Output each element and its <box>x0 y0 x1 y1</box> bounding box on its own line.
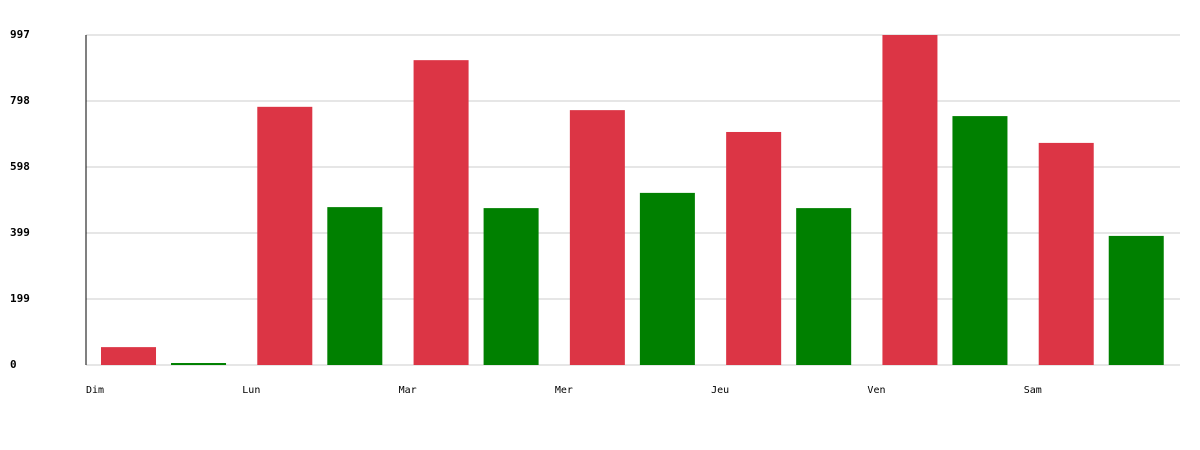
x-tick-label: Lun <box>242 385 260 396</box>
bar <box>171 363 227 365</box>
bar <box>882 35 938 365</box>
y-tick-label: 798 <box>10 94 30 107</box>
y-tick-label: 598 <box>10 160 30 173</box>
x-tick-label: Mar <box>399 385 417 396</box>
bar <box>952 116 1008 365</box>
y-tick-label: 997 <box>10 28 30 41</box>
bar <box>1038 142 1094 365</box>
x-tick-label: Jeu <box>711 385 729 396</box>
bar <box>413 60 469 366</box>
y-tick-label: 0 <box>10 358 17 371</box>
x-tick-label: Dim <box>86 385 104 396</box>
bar <box>639 192 695 365</box>
x-tick-label: Ven <box>867 385 885 396</box>
bar <box>327 207 383 365</box>
bar <box>1108 235 1164 365</box>
bar <box>796 208 852 365</box>
x-tick-label: Mer <box>555 385 573 396</box>
y-tick-label: 199 <box>10 292 30 305</box>
bar <box>257 106 313 366</box>
bar <box>569 110 625 365</box>
x-tick-label: Sam <box>1024 385 1042 396</box>
bar <box>483 208 539 365</box>
y-tick-label: 399 <box>10 226 30 239</box>
bar <box>101 347 157 365</box>
bar <box>726 131 782 365</box>
